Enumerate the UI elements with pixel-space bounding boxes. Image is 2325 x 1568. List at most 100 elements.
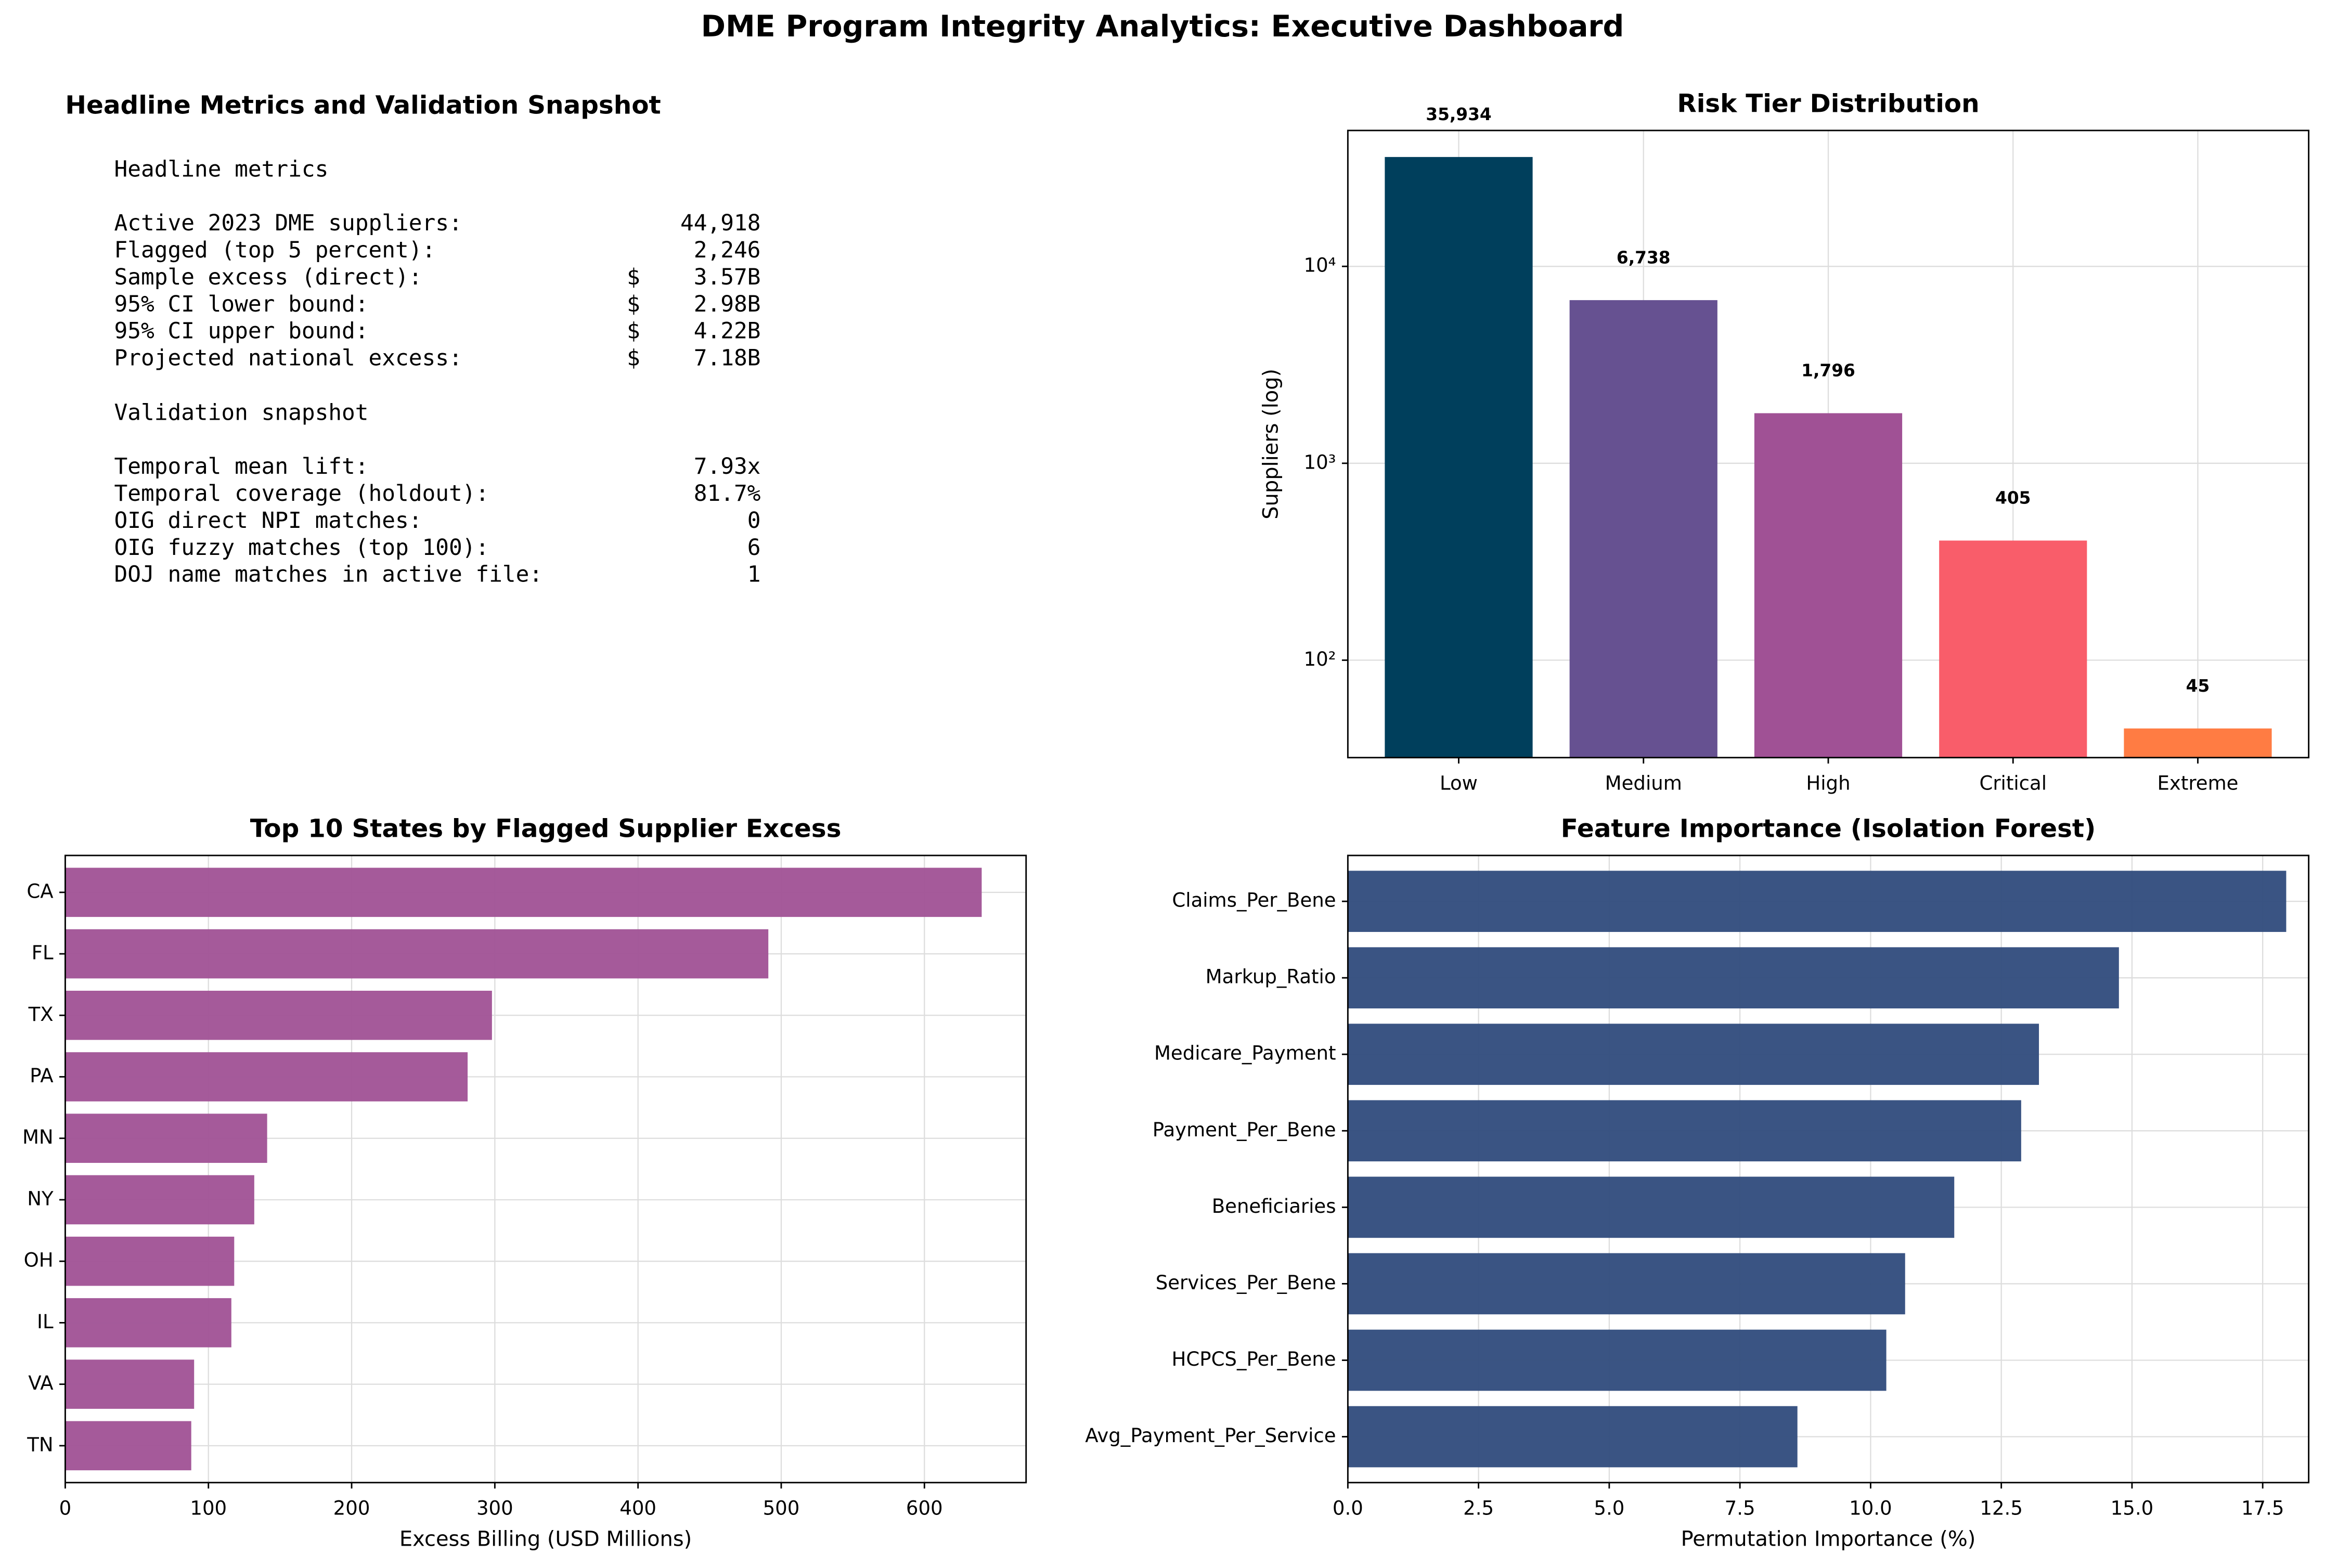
- bar: [1348, 1176, 1955, 1238]
- metric-value: 81.7%: [694, 481, 761, 507]
- metric-label: OIG direct NPI matches:: [114, 508, 422, 534]
- bar: [1348, 1329, 1887, 1391]
- chart-title: Top 10 States by Flagged Supplier Excess: [250, 814, 842, 843]
- dashboard-title: DME Program Integrity Analytics: Executi…: [701, 9, 1624, 44]
- x-tick-label: 2.5: [1463, 1497, 1494, 1520]
- x-tick-label: Critical: [1979, 772, 2047, 795]
- metric-label: Temporal mean lift:: [114, 453, 369, 480]
- metric-value: $ 3.57B: [627, 264, 760, 290]
- bar: [65, 929, 769, 979]
- x-tick-label: Medium: [1605, 772, 1682, 795]
- metric-value: $ 4.22B: [627, 318, 760, 344]
- y-tick-label: Payment_Per_Bene: [1153, 1119, 1336, 1141]
- y-tick-label: 10²: [1304, 648, 1336, 670]
- bar: [65, 1298, 231, 1347]
- bar: [1939, 540, 2087, 758]
- bar: [1385, 157, 1533, 758]
- bar: [65, 1052, 468, 1102]
- panel-title: Headline Metrics and Validation Snapshot: [65, 90, 661, 120]
- y-tick-label: TN: [27, 1433, 53, 1456]
- bar: [1348, 1023, 2039, 1085]
- x-tick-label: 200: [333, 1497, 370, 1520]
- x-axis-label: Excess Billing (USD Millions): [399, 1527, 692, 1551]
- metric-label: DOJ name matches in active file:: [114, 562, 543, 588]
- section-heading: Validation snapshot: [114, 399, 369, 425]
- x-axis-label: Permutation Importance (%): [1681, 1527, 1976, 1551]
- bar: [65, 1175, 254, 1225]
- x-tick-label: 15.0: [2111, 1497, 2153, 1520]
- y-tick-label: HCPCS_Per_Bene: [1172, 1348, 1336, 1370]
- y-tick-label: CA: [27, 880, 54, 902]
- x-tick-label: 500: [763, 1497, 800, 1520]
- y-tick-label: Services_Per_Bene: [1156, 1272, 1336, 1294]
- bar: [65, 1359, 195, 1409]
- x-tick-label: 0: [59, 1497, 72, 1520]
- y-tick-label: TX: [28, 1003, 54, 1026]
- y-tick-label: PA: [30, 1065, 54, 1087]
- axes-frame: [1347, 854, 2310, 1484]
- bar: [65, 1113, 267, 1163]
- bar: [2124, 728, 2272, 758]
- bar: [65, 990, 492, 1040]
- bar: [1348, 1100, 2021, 1162]
- metric-label: Sample excess (direct):: [114, 264, 422, 290]
- y-tick-label: OH: [24, 1249, 54, 1272]
- metric-value: 6: [747, 535, 761, 561]
- y-axis-label: Suppliers (log): [1259, 369, 1283, 520]
- y-tick-label: 10³: [1304, 451, 1336, 473]
- chart-title: Feature Importance (Isolation Forest): [1561, 814, 2096, 843]
- y-tick-label: NY: [27, 1187, 54, 1210]
- metric-label: 95% CI upper bound:: [114, 318, 369, 344]
- metric-label: OIG fuzzy matches (top 100):: [114, 535, 489, 561]
- x-tick-label: 7.5: [1725, 1497, 1755, 1520]
- value-label: 45: [2186, 676, 2210, 696]
- y-tick-label: Avg_Payment_Per_Service: [1085, 1424, 1336, 1447]
- x-tick-label: 17.5: [2241, 1497, 2284, 1520]
- y-tick-label: MN: [22, 1126, 54, 1148]
- section-heading: Headline metrics: [114, 156, 329, 182]
- y-tick-label: IL: [37, 1311, 54, 1333]
- y-tick-label: FL: [32, 942, 54, 964]
- metric-value: 44,918: [680, 210, 760, 236]
- y-tick-label: Medicare_Payment: [1154, 1042, 1336, 1065]
- metric-label: Flagged (top 5 percent):: [114, 237, 436, 263]
- metric-value: 2,246: [694, 237, 761, 263]
- bar: [1348, 871, 2287, 932]
- value-label: 35,934: [1426, 105, 1491, 124]
- value-label: 405: [1995, 488, 2031, 508]
- x-tick-label: 300: [476, 1497, 513, 1520]
- bar: [1348, 1253, 1905, 1315]
- x-tick-label: 100: [190, 1497, 227, 1520]
- x-tick-label: Extreme: [2158, 772, 2239, 795]
- x-tick-label: 10.0: [1849, 1497, 1892, 1520]
- y-tick-label: 10⁴: [1304, 254, 1336, 277]
- bar: [1754, 413, 1903, 758]
- bar: [65, 1421, 191, 1471]
- metric-value: $ 7.18B: [627, 345, 760, 371]
- value-label: 1,796: [1801, 361, 1855, 381]
- x-tick-label: Low: [1440, 772, 1478, 795]
- axes-frame: [1347, 129, 2310, 759]
- chart-title: Risk Tier Distribution: [1677, 89, 1979, 118]
- metric-value: 7.93x: [694, 453, 761, 480]
- axes-frame: [64, 854, 1027, 1484]
- metric-label: Projected national excess:: [114, 345, 462, 371]
- x-tick-label: High: [1806, 772, 1850, 795]
- y-tick-label: Beneficiaries: [1212, 1195, 1336, 1217]
- bar: [1348, 947, 2119, 1009]
- metric-label: 95% CI lower bound:: [114, 291, 369, 317]
- metric-label: Active 2023 DME suppliers:: [114, 210, 462, 236]
- x-tick-label: 400: [619, 1497, 656, 1520]
- x-tick-label: 0.0: [1333, 1497, 1363, 1520]
- y-tick-label: Markup_Ratio: [1206, 966, 1336, 988]
- y-tick-label: Claims_Per_Bene: [1172, 889, 1336, 912]
- bar: [1348, 1406, 1798, 1468]
- bar: [65, 867, 982, 917]
- metric-value: 0: [747, 508, 761, 534]
- bar: [65, 1236, 235, 1286]
- bar: [1569, 300, 1717, 758]
- metric-label: Temporal coverage (holdout):: [114, 481, 489, 507]
- x-tick-label: 600: [906, 1497, 943, 1520]
